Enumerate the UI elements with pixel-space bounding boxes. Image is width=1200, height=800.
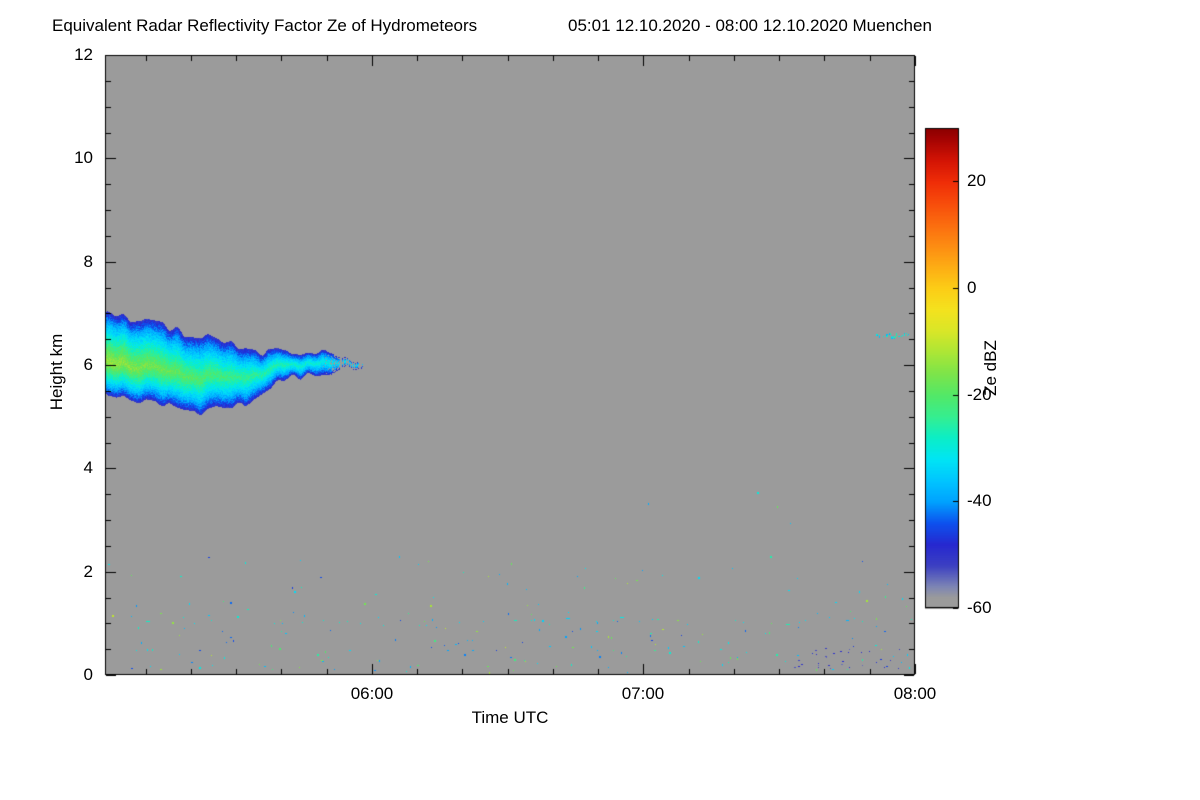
y-tick-label: 0 xyxy=(83,665,93,684)
x-tick-label: 08:00 xyxy=(893,684,937,703)
chart-title: Equivalent Radar Reflectivity Factor Ze … xyxy=(52,16,478,35)
y-tick-label: 8 xyxy=(83,252,93,271)
colorbar-tick-label: -40 xyxy=(967,491,992,510)
x-axis-label: Time UTC xyxy=(471,708,549,727)
chart-period: 05:01 12.10.2020 - 08:00 12.10.2020 Muen… xyxy=(568,16,932,35)
colorbar-tick-label: 20 xyxy=(967,171,986,190)
x-tick-label: 06:00 xyxy=(350,684,394,703)
x-tick-label: 07:00 xyxy=(621,684,665,703)
y-tick-label: 4 xyxy=(83,458,93,477)
y-tick-label: 12 xyxy=(74,45,93,64)
colorbar-tick-label: -60 xyxy=(967,598,992,617)
y-tick-label: 6 xyxy=(83,355,93,374)
y-tick-label: 2 xyxy=(83,562,93,581)
colorbar-tick-label: 0 xyxy=(967,278,977,297)
colorbar-tick-label: -20 xyxy=(967,385,992,404)
y-tick-label: 10 xyxy=(74,148,93,167)
